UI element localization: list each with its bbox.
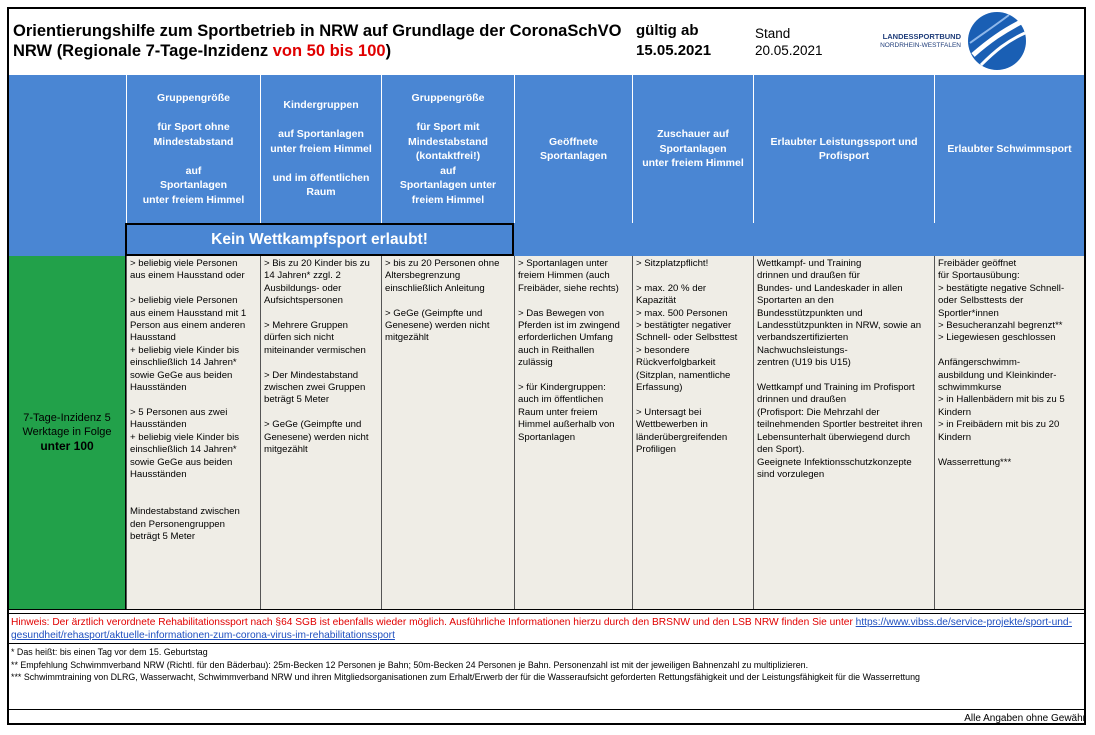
- lsb-emblem-icon: [968, 12, 1026, 70]
- title-line-1: Orientierungshilfe zum Sportbetrieb in N…: [13, 22, 622, 40]
- document-frame: Orientierungshilfe zum Sportbetrieb in N…: [7, 7, 1086, 725]
- stand-label: Stand: [755, 26, 791, 41]
- stand-date: Stand 20.05.2021: [755, 25, 823, 59]
- section-divider: [9, 609, 1084, 614]
- hint-divider: [9, 643, 1084, 644]
- title-line-2: NRW (Regionale 7-Tage-Inzidenz von 50 bi…: [13, 41, 621, 61]
- header-group-size-without-distance: Gruppengröße für Sport ohne Mindestabsta…: [126, 75, 260, 223]
- footnote-2: ** Empfehlung Schwimmverband NRW (Richtl…: [11, 659, 809, 670]
- rehab-hint: Hinweis: Der ärztlich verordnete Rehabil…: [11, 616, 1081, 642]
- landessportbund-logo: LANDESSPORTBUND NORDRHEIN-WESTFALEN: [879, 11, 1029, 73]
- header-open-facilities: Geöffnete Sportanlagen: [514, 75, 632, 223]
- title-line-2-prefix: NRW (Regionale 7-Tage-Inzidenz: [13, 42, 273, 60]
- column-header-row: Gruppengröße für Sport ohne Mindestabsta…: [9, 75, 1084, 223]
- valid-from-date: 15.05.2021: [636, 42, 712, 59]
- header-swimming: Erlaubter Schwimmsport: [934, 75, 1084, 223]
- cell-open-facilities: > Sportanlagen unter freiem Himmen (auch…: [514, 256, 632, 609]
- no-competition-banner: Kein Wettkampfsport erlaubt!: [125, 223, 514, 256]
- logo-line-2: NORDRHEIN-WESTFALEN: [880, 42, 961, 49]
- footer: Alle Angaben ohne Gewähr: [9, 709, 1086, 724]
- cell-group-size-without-distance: > beliebig viele Personen aus einem Haus…: [126, 256, 260, 609]
- footnote-1: * Das heißt: bis einen Tag vor dem 15. G…: [11, 647, 208, 657]
- cell-performance-sport: Wettkampf- und Training drinnen und drau…: [753, 256, 934, 609]
- footnotes: * Das heißt: bis einen Tag vor dem 15. G…: [11, 646, 920, 684]
- logo-line-1: LANDESSPORTBUND: [882, 32, 961, 41]
- rehab-hint-text: Hinweis: Der ärztlich verordnete Rehabil…: [11, 617, 856, 628]
- header-performance-sport: Erlaubter Leistungssport und Profisport: [753, 75, 934, 223]
- cell-spectators: > Sitzplatzpflicht! > max. 20 % der Kapa…: [632, 256, 753, 609]
- disclaimer: Alle Angaben ohne Gewähr: [964, 713, 1086, 724]
- incidence-range: von 50 bis 100: [272, 42, 386, 60]
- footnote-3: *** Schwimmtraining von DLRG, Wasserwach…: [11, 672, 920, 682]
- incidence-row: 7-Tage-Inzidenz 5 Werktage in Folge unte…: [9, 256, 1084, 609]
- stand-value: 20.05.2021: [755, 43, 823, 58]
- valid-from: gültig ab 15.05.2021: [636, 21, 711, 61]
- header-children-groups: Kindergruppen auf Sportanlagen unter fre…: [260, 75, 381, 223]
- cell-children-groups: > Bis zu 20 Kinder bis zu 14 Jahren* zzg…: [260, 256, 381, 609]
- vibss-rehasport-link[interactable]: https://www.vibss.de/service-projekte/sp…: [11, 617, 1072, 641]
- banner-row: Kein Wettkampfsport erlaubt!: [9, 223, 1084, 256]
- row-label-incidence: 7-Tage-Inzidenz 5 Werktage in Folge unte…: [9, 256, 126, 609]
- header-group-size-with-distance: Gruppengröße für Sport mit Mindestabstan…: [381, 75, 514, 223]
- header-empty: [9, 75, 126, 223]
- page-title: Orientierungshilfe zum Sportbetrieb in N…: [13, 21, 621, 61]
- header-spectators: Zuschauer auf Sportanlagen unter freiem …: [632, 75, 753, 223]
- cell-group-size-with-distance: > bis zu 20 Personen ohne Altersbegrenzu…: [381, 256, 514, 609]
- title-line-2-suffix: ): [385, 42, 392, 60]
- row-label-threshold: unter 100: [40, 439, 94, 453]
- valid-from-label: gültig ab: [636, 22, 699, 39]
- cell-swimming: Freibäder geöffnet für Sportausübung: > …: [934, 256, 1084, 609]
- row-label-text: 7-Tage-Inzidenz 5 Werktage in Folge: [22, 412, 112, 438]
- logo-text: LANDESSPORTBUND NORDRHEIN-WESTFALEN: [879, 32, 961, 50]
